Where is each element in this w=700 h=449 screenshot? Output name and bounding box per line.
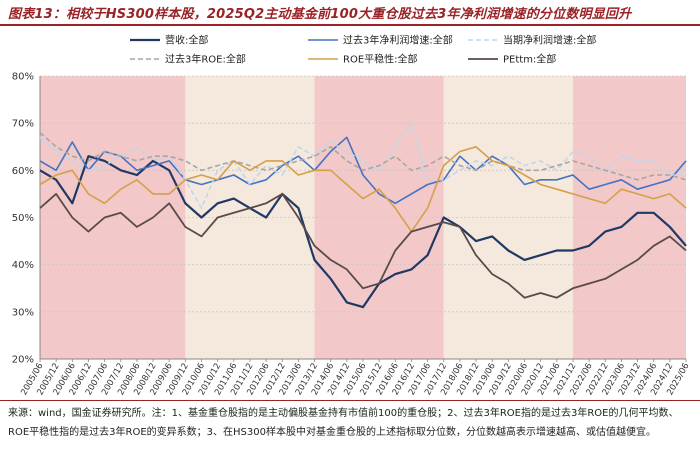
- y-tick-label: 30%: [12, 307, 34, 318]
- legend-label: 过去3年净利润增速:全部: [343, 34, 453, 47]
- series-line-6: [39, 192, 687, 299]
- series-line-2: [39, 136, 687, 205]
- line-chart: 20% 30% 40% 50% 60% 70% 80% 2005/062005/122006…: [12, 34, 692, 398]
- y-tick-label: 20%: [12, 355, 34, 366]
- series-lines: [39, 122, 687, 309]
- legend-label: 营收:全部: [165, 34, 208, 47]
- y-tick-label: 80%: [12, 72, 34, 83]
- legend-label: ROE平稳性:全部: [343, 53, 418, 66]
- series-line-5: [39, 146, 687, 233]
- source-note: 来源：wind，国金证券研究所。注：1、基金重仓股指的是主动偏股基金持有市值前1…: [8, 408, 679, 438]
- series-line-1: [39, 155, 687, 309]
- legend-label: 当期净利润增速:全部: [503, 34, 596, 47]
- y-tick-label: 60%: [12, 166, 34, 177]
- legend-label: 过去3年ROE:全部: [165, 53, 246, 66]
- y-tick-label: 40%: [12, 260, 34, 271]
- legend-label: PEttm:全部: [503, 53, 556, 66]
- figure-title: 图表13：相较于HS300样本股，2025Q2主动基金前100大重仓股过去3年净…: [8, 7, 632, 22]
- title-rule: [0, 24, 700, 26]
- y-tick-label: 50%: [12, 213, 34, 224]
- source-rule: [0, 400, 700, 401]
- series-line-3: [39, 122, 686, 209]
- y-tick-label: 70%: [12, 119, 34, 130]
- series-line-4: [39, 132, 687, 181]
- x-axis: 2005/062005/122006/062006/122007/062007/…: [19, 359, 692, 397]
